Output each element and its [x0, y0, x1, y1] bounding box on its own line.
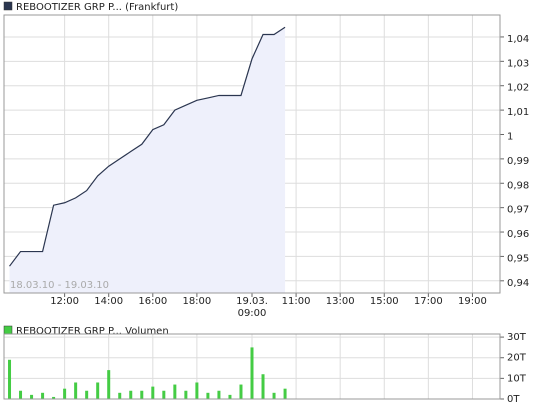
y-tick-label: 10T [507, 373, 527, 384]
y-tick-label: 20T [507, 353, 527, 364]
x-tick-label: 17:00 [413, 296, 443, 307]
x-tick-label: 11:00 [281, 296, 311, 307]
plot-border [3, 333, 501, 400]
x-tick-label: 19.03. 09:00 [236, 296, 268, 319]
volume-bar [195, 382, 199, 399]
plot-border [3, 14, 501, 294]
volume-bar [63, 388, 67, 399]
x-tick-label: 19:00 [458, 296, 487, 307]
x-tick-label: 16:00 [138, 296, 168, 307]
y-tick-label: 0,96 [507, 229, 529, 240]
legend-swatch [3, 325, 13, 335]
volume-bar [272, 392, 276, 399]
y-tick-label: 1,03 [507, 58, 529, 69]
volume-bar [74, 382, 78, 399]
y-tick-label: 1 [507, 131, 513, 142]
volume-bar [283, 388, 287, 399]
y-tick-label: 0,97 [507, 205, 529, 216]
volume-bar [41, 392, 45, 399]
y-tick-label: 1,04 [507, 34, 529, 45]
y-tick-label: 1,01 [507, 107, 529, 118]
x-tick-label: 18:00 [182, 296, 212, 307]
y-tick-label: 0,94 [507, 278, 529, 289]
volume-bar [129, 390, 133, 399]
volume-bar [206, 392, 210, 399]
x-tick-label: 15:00 [369, 296, 399, 307]
y-tick-label: 1,02 [507, 83, 529, 94]
volume-bar [52, 396, 56, 399]
volume-bar [228, 394, 232, 399]
volume-bar [85, 390, 89, 399]
volume-bar [30, 394, 34, 399]
volume-bar [184, 390, 188, 399]
y-tick-label: 30T [507, 332, 527, 343]
volume-bar [140, 390, 144, 399]
y-tick-label: 0,99 [507, 156, 529, 167]
volume-bar [8, 359, 12, 399]
x-tick-label: 14:00 [94, 296, 124, 307]
y-tick-label: 0,98 [507, 180, 529, 191]
volume-bar [261, 374, 265, 399]
volume-bar [19, 390, 23, 399]
volume-bar [118, 392, 122, 399]
x-tick-label: 13:00 [325, 296, 355, 307]
volume-bar [239, 384, 243, 399]
volume-bar [217, 390, 221, 399]
legend-label: REBOOTIZER GRP P... Volumen [16, 326, 169, 337]
volume-bar [107, 370, 111, 399]
legend-label: REBOOTIZER GRP P... (Frankfurt) [16, 2, 178, 13]
volume-bar [96, 382, 100, 399]
volume-bar [250, 347, 254, 399]
volume-bar [162, 390, 166, 399]
volume-bar [173, 384, 177, 399]
x-tick-label: 12:00 [50, 296, 80, 307]
date-range: 18.03.10 - 19.03.10 [10, 280, 109, 291]
y-tick-label: 0T [507, 394, 520, 405]
y-tick-label: 0,95 [507, 253, 529, 264]
legend-swatch [3, 1, 13, 11]
price-line [9, 26, 286, 267]
volume-bar [151, 386, 155, 399]
price-area [9, 27, 286, 293]
